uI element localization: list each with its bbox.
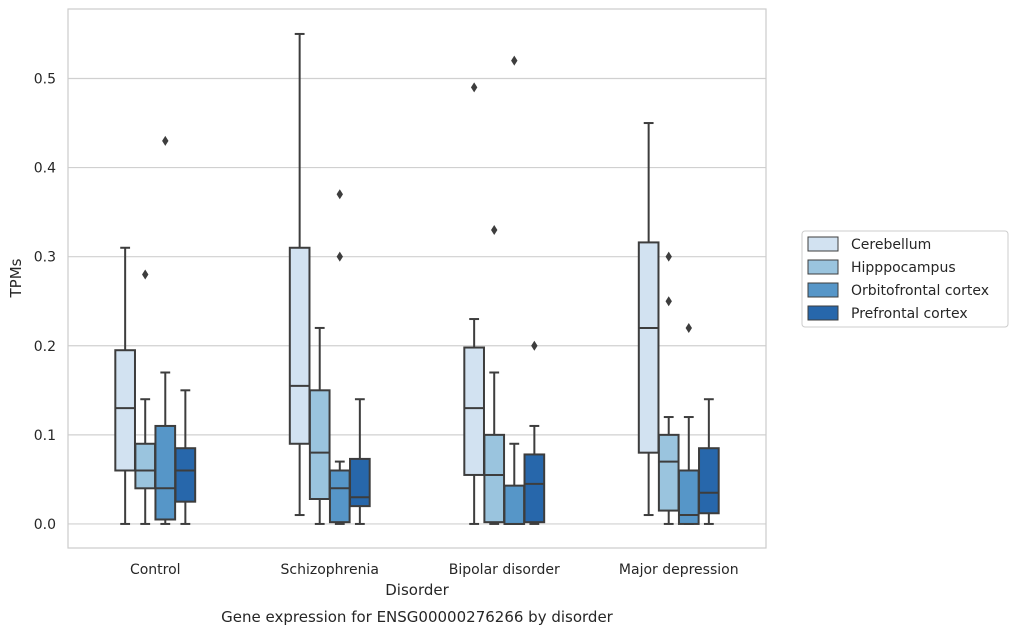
box-iqr bbox=[328, 469, 351, 524]
box-groups bbox=[114, 32, 720, 525]
legend-swatch bbox=[807, 305, 839, 321]
legend-label: Prefrontal cortex bbox=[851, 306, 968, 322]
y-tick-label: 0.4 bbox=[34, 161, 56, 177]
outlier-point bbox=[336, 251, 343, 262]
outlier-point bbox=[511, 55, 518, 66]
box-iqr bbox=[483, 433, 506, 524]
box-group bbox=[288, 32, 371, 525]
y-tick-label: 0.1 bbox=[34, 428, 56, 444]
box-iqr bbox=[503, 484, 526, 525]
box-group bbox=[114, 135, 197, 525]
box-iqr bbox=[349, 457, 371, 508]
box-iqr bbox=[698, 447, 720, 515]
legend-item: Cerebellum bbox=[807, 236, 931, 253]
box-iqr bbox=[308, 389, 331, 500]
box-group bbox=[463, 55, 546, 525]
outlier-point bbox=[336, 189, 343, 200]
x-tick-label: Control bbox=[130, 562, 181, 578]
box-iqr bbox=[154, 424, 177, 521]
outlier-point bbox=[491, 224, 498, 235]
y-axis-label: TPMs bbox=[7, 258, 25, 298]
y-tick-label: 0.3 bbox=[34, 250, 56, 266]
y-tick-labels: 0.0 0.1 0.2 0.3 0.4 0.5 bbox=[34, 71, 56, 532]
box-iqr bbox=[174, 447, 197, 503]
x-tick-label: Major depression bbox=[619, 562, 739, 578]
box-iqr bbox=[657, 433, 680, 512]
box-iqr bbox=[463, 346, 485, 476]
legend-frame bbox=[801, 230, 1009, 328]
outlier-point bbox=[470, 82, 478, 93]
legend-label: Cerebellum bbox=[851, 237, 931, 253]
x-tick-labels: Control Schizophrenia Bipolar disorder Majo… bbox=[130, 562, 739, 578]
x-tick-label: Bipolar disorder bbox=[449, 562, 560, 578]
y-tick-label: 0.0 bbox=[34, 517, 56, 533]
box-iqr bbox=[637, 241, 660, 454]
box-iqr bbox=[114, 349, 136, 472]
outlier-point bbox=[665, 296, 672, 307]
outlier-point bbox=[162, 135, 169, 146]
legend-item: Orbitofrontal cortex bbox=[807, 282, 989, 299]
legend-item: Hipppocampus bbox=[807, 259, 956, 276]
y-tick-label: 0.2 bbox=[34, 339, 56, 355]
y-tick-label: 0.5 bbox=[34, 71, 56, 87]
legend-swatch bbox=[807, 282, 839, 298]
box-iqr bbox=[523, 453, 546, 524]
legend-item: Prefrontal cortex bbox=[807, 305, 968, 322]
legend-label: Hipppocampus bbox=[851, 260, 956, 276]
plot-frame bbox=[67, 8, 767, 549]
outlier-point bbox=[665, 251, 672, 262]
outlier-point bbox=[142, 269, 149, 280]
legend: Cerebellum Hipppocampus Orbitofrontal cort… bbox=[801, 230, 1009, 328]
outlier-point bbox=[685, 322, 692, 333]
legend-swatch bbox=[807, 259, 839, 275]
legend-label: Orbitofrontal cortex bbox=[851, 283, 989, 299]
figure-caption: Gene expression for ENSG00000276266 by d… bbox=[221, 608, 614, 626]
box-group bbox=[637, 122, 720, 525]
x-axis-label: Disorder bbox=[385, 581, 449, 599]
box-iqr bbox=[134, 442, 157, 490]
box-iqr bbox=[288, 246, 311, 445]
x-tick-label: Schizophrenia bbox=[281, 562, 379, 578]
legend-swatch bbox=[807, 236, 839, 252]
outlier-point bbox=[531, 340, 538, 351]
